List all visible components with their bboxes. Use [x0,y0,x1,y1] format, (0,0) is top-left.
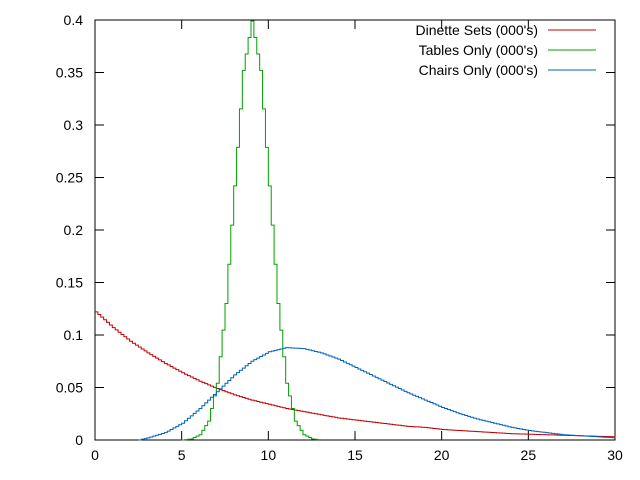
x-tick-label: 10 [261,447,277,463]
y-tick-label: 0.2 [64,222,84,238]
series-line-2 [138,347,616,441]
x-tick-label: 30 [607,447,623,463]
x-tick-label: 25 [521,447,537,463]
series-layer [95,20,616,441]
y-tick-label: 0.1 [64,327,84,343]
legend-label-0: Dinette Sets (000's) [415,22,538,38]
y-tick-label: 0.05 [56,380,83,396]
y-tick-label: 0.15 [56,275,83,291]
x-tick-label: 0 [91,447,99,463]
axis-ticks: 0 5 10 15 20 25 30 0 0.05 0.1 0.15 0.2 0.25 0.3 0.35 0.… [56,12,623,463]
series-line-0 [95,311,616,438]
y-tick-label: 0.25 [56,170,83,186]
plot-frame [94,19,616,441]
y-tick-label: 0.3 [64,117,84,133]
y-tick-label: 0.35 [56,65,83,81]
x-tick-label: 20 [434,447,450,463]
series-line-1 [181,20,321,441]
x-tick-label: 15 [347,447,363,463]
y-tick-label: 0.4 [64,12,84,28]
legend: Dinette Sets (000's) Tables Only (000's) C… [415,22,596,78]
y-tick-label: 0 [75,432,83,448]
legend-label-2: Chairs Only (000's) [419,62,538,78]
legend-label-1: Tables Only (000's) [419,42,538,58]
x-tick-label: 5 [178,447,186,463]
